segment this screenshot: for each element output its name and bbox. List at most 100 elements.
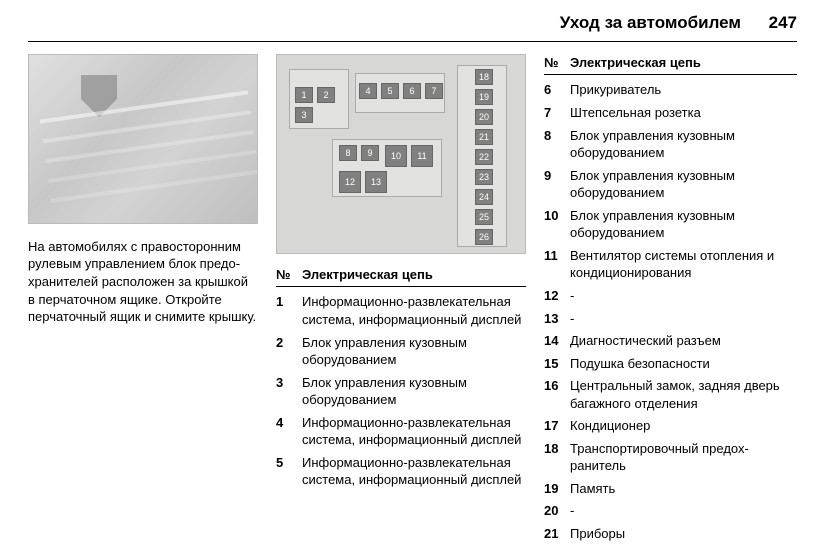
table-row: 15Подушка безопасности	[544, 355, 797, 373]
table-row: 2Блок управления кузовным оборудованием	[276, 334, 526, 369]
fuse-24: 24	[475, 189, 493, 205]
row-text: Центральный замок, задняя дверь багажног…	[570, 377, 797, 412]
fuse-8: 8	[339, 145, 357, 161]
table-row: 5Информационно-развлека­тельная система,…	[276, 454, 526, 489]
fuse-5: 5	[381, 83, 399, 99]
fusebox-diagram: 12345678910111213181920212223242526	[276, 54, 526, 254]
page-number: 247	[769, 13, 797, 32]
table-header: № Электрическая цепь	[544, 54, 797, 76]
row-number: 17	[544, 417, 570, 435]
col-num-label: №	[276, 266, 302, 284]
table-row: 16Центральный замок, задняя дверь багажн…	[544, 377, 797, 412]
row-number: 13	[544, 310, 570, 328]
table-row: 10Блок управления кузовным оборудованием	[544, 207, 797, 242]
col-circuit-label: Электрическая цепь	[570, 54, 701, 72]
fuse-3: 3	[295, 107, 313, 123]
fuse-26: 26	[475, 229, 493, 245]
row-text: Прикуриватель	[570, 81, 797, 99]
column-right: № Электрическая цепь 6Прикуриватель7Штеп…	[544, 54, 797, 548]
row-number: 6	[544, 81, 570, 99]
content-columns: На автомобилях с правосторонним рулевым …	[28, 54, 797, 548]
table-row: 20-	[544, 502, 797, 520]
glovebox-illustration	[28, 54, 258, 224]
column-left: На автомобилях с правосторонним рулевым …	[28, 54, 258, 548]
row-number: 9	[544, 167, 570, 202]
fuse-12: 12	[339, 171, 361, 193]
table-row: 6Прикуриватель	[544, 81, 797, 99]
fuse-6: 6	[403, 83, 421, 99]
row-number: 14	[544, 332, 570, 350]
table-row: 21Приборы	[544, 525, 797, 543]
fuse-13: 13	[365, 171, 387, 193]
glovebox-caption: На автомобилях с правосторонним рулевым …	[28, 238, 258, 326]
row-text: Блок управления кузовным оборудованием	[570, 127, 797, 162]
row-text: Штепсельная розетка	[570, 104, 797, 122]
right-rows-list: 6Прикуриватель7Штепсельная розетка8Блок …	[544, 81, 797, 542]
fuse-25: 25	[475, 209, 493, 225]
row-number: 4	[276, 414, 302, 449]
table-row: 4Информационно-развлека­тельная система,…	[276, 414, 526, 449]
table-row: 12-	[544, 287, 797, 305]
page-header: Уход за автомобилем 247	[28, 12, 797, 42]
table-row: 17Кондиционер	[544, 417, 797, 435]
fuse-4: 4	[359, 83, 377, 99]
row-number: 15	[544, 355, 570, 373]
fuse-10: 10	[385, 145, 407, 167]
row-number: 16	[544, 377, 570, 412]
row-text: Кондиционер	[570, 417, 797, 435]
table-row: 1Информационно-развлека­тельная система,…	[276, 293, 526, 328]
mid-rows-list: 1Информационно-развлека­тельная система,…	[276, 293, 526, 488]
row-number: 7	[544, 104, 570, 122]
fuse-19: 19	[475, 89, 493, 105]
fuse-18: 18	[475, 69, 493, 85]
fuse-7: 7	[425, 83, 443, 99]
col-num-label: №	[544, 54, 570, 72]
row-number: 1	[276, 293, 302, 328]
fuse-20: 20	[475, 109, 493, 125]
table-header: № Электрическая цепь	[276, 266, 526, 288]
table-row: 7Штепсельная розетка	[544, 104, 797, 122]
row-text: -	[570, 310, 797, 328]
row-number: 19	[544, 480, 570, 498]
row-text: Информационно-развлека­тельная система, …	[302, 454, 526, 489]
row-number: 18	[544, 440, 570, 475]
fuse-9: 9	[361, 145, 379, 161]
row-number: 12	[544, 287, 570, 305]
row-number: 3	[276, 374, 302, 409]
section-title: Уход за автомобилем	[560, 13, 741, 32]
fuse-2: 2	[317, 87, 335, 103]
row-text: Транспортировочный предох­ранитель	[570, 440, 797, 475]
row-number: 21	[544, 525, 570, 543]
table-row: 9Блок управления кузовным оборудованием	[544, 167, 797, 202]
row-text: Диагностический разъем	[570, 332, 797, 350]
row-text: Блок управления кузовным оборудованием	[302, 374, 526, 409]
row-text: Подушка безопасности	[570, 355, 797, 373]
row-number: 2	[276, 334, 302, 369]
row-text: -	[570, 502, 797, 520]
table-row: 14Диагностический разъем	[544, 332, 797, 350]
row-text: Блок управления кузовным оборудованием	[570, 207, 797, 242]
row-text: Информационно-развлека­тельная система, …	[302, 414, 526, 449]
fuse-22: 22	[475, 149, 493, 165]
fuse-11: 11	[411, 145, 433, 167]
row-number: 5	[276, 454, 302, 489]
fuse-23: 23	[475, 169, 493, 185]
col-circuit-label: Электрическая цепь	[302, 266, 433, 284]
fuse-21: 21	[475, 129, 493, 145]
row-number: 10	[544, 207, 570, 242]
row-text: -	[570, 287, 797, 305]
fuse-1: 1	[295, 87, 313, 103]
row-text: Блок управления кузовным оборудованием	[302, 334, 526, 369]
column-middle: 12345678910111213181920212223242526 № Эл…	[276, 54, 526, 548]
table-row: 19Память	[544, 480, 797, 498]
table-row: 3Блок управления кузовным оборудованием	[276, 374, 526, 409]
row-text: Вентилятор системы отопления и кондицион…	[570, 247, 797, 282]
row-number: 20	[544, 502, 570, 520]
row-text: Информационно-развлека­тельная система, …	[302, 293, 526, 328]
table-row: 18Транспортировочный предох­ранитель	[544, 440, 797, 475]
row-text: Блок управления кузовным оборудованием	[570, 167, 797, 202]
row-text: Приборы	[570, 525, 797, 543]
table-row: 11Вентилятор системы отопления и кондици…	[544, 247, 797, 282]
table-row: 13-	[544, 310, 797, 328]
table-row: 8Блок управления кузовным оборудованием	[544, 127, 797, 162]
